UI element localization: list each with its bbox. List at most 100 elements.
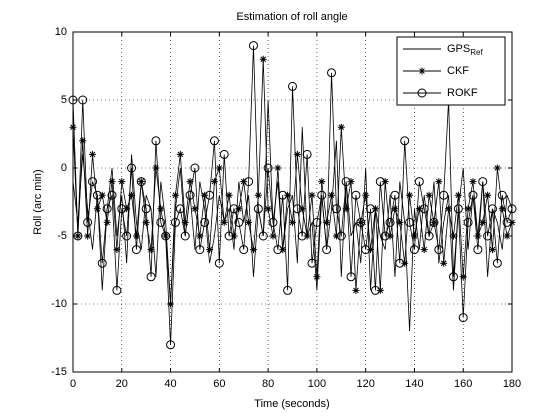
circle-marker [117, 204, 127, 214]
asterisk-marker [293, 150, 301, 158]
circle-marker [327, 68, 337, 78]
asterisk-marker [484, 191, 492, 199]
circle-marker [175, 204, 185, 214]
circle-marker [200, 217, 210, 227]
asterisk-marker [313, 273, 321, 281]
asterisk-marker [152, 164, 160, 172]
circle-marker [278, 190, 288, 200]
asterisk-marker [303, 232, 311, 240]
chart-title: Estimation of roll angle [236, 11, 347, 23]
asterisk-marker [323, 218, 331, 226]
circle-marker [161, 231, 171, 241]
series-line [72, 99, 513, 332]
y-tick-label: -10 [51, 298, 67, 310]
asterisk-marker [79, 137, 87, 145]
asterisk-marker [328, 191, 336, 199]
circle-marker [83, 217, 93, 227]
circle-marker [205, 190, 215, 200]
asterisk-marker [220, 218, 228, 226]
asterisk-marker [128, 191, 136, 199]
x-tick-label: 60 [213, 378, 225, 390]
asterisk-marker [206, 246, 214, 254]
circle-marker [424, 231, 434, 241]
circle-marker [170, 217, 180, 227]
asterisk-marker [118, 178, 126, 186]
asterisk-marker [249, 246, 257, 254]
circle-marker [395, 258, 405, 268]
asterisk-marker [98, 191, 106, 199]
y-tick-label: -5 [57, 230, 67, 242]
circle-marker [146, 272, 156, 282]
asterisk-marker [449, 232, 457, 240]
circle-marker [390, 190, 400, 200]
circle-marker [434, 245, 444, 255]
circle-marker [214, 258, 224, 268]
asterisk-marker [103, 218, 111, 226]
asterisk-marker [454, 191, 462, 199]
x-tick-label: 80 [262, 378, 274, 390]
circle-marker [483, 231, 493, 241]
asterisk-marker [210, 178, 218, 186]
circle-marker [370, 285, 380, 295]
asterisk-marker [191, 205, 199, 213]
circle-marker [317, 190, 327, 200]
circle-marker [492, 258, 502, 268]
asterisk-marker [254, 191, 262, 199]
circle-marker [341, 177, 351, 187]
asterisk-marker [376, 286, 384, 294]
asterisk-marker [396, 218, 404, 226]
circle-marker [385, 217, 395, 227]
asterisk-marker [142, 218, 150, 226]
asterisk-marker [89, 150, 97, 158]
x-tick-label: 100 [308, 378, 326, 390]
circle-marker [366, 204, 376, 214]
circle-marker [224, 231, 234, 241]
legend-label: CKF [447, 65, 469, 77]
circle-marker [453, 204, 463, 214]
circle-marker [497, 190, 507, 200]
circle-marker [244, 177, 254, 187]
circle-marker [107, 190, 117, 200]
asterisk-marker [298, 205, 306, 213]
legend-label-sub: Ref [470, 48, 483, 57]
circle-marker [288, 81, 297, 91]
asterisk-marker [235, 205, 243, 213]
asterisk-marker [132, 232, 140, 240]
asterisk-marker [415, 205, 423, 213]
circle-marker [253, 204, 263, 214]
circle-marker [151, 136, 161, 146]
circle-marker [263, 163, 273, 173]
circle-marker [292, 204, 302, 214]
circle-marker [307, 258, 317, 268]
legend-label: ROKF [447, 87, 478, 99]
asterisk-marker [147, 246, 155, 254]
circle-marker [429, 217, 439, 227]
asterisk-marker [269, 232, 277, 240]
asterisk-marker [445, 205, 453, 213]
asterisk-marker [493, 164, 501, 172]
asterisk-marker [459, 273, 467, 281]
asterisk-marker [264, 205, 272, 213]
circle-marker [351, 190, 361, 200]
circle-marker [268, 217, 278, 227]
legend-label: GPSRef [447, 43, 483, 57]
circle-marker [166, 340, 176, 350]
circle-marker [97, 258, 107, 268]
asterisk-marker [347, 178, 355, 186]
x-axis-label: Time (seconds) [254, 398, 329, 410]
asterisk-marker [245, 218, 253, 226]
circle-marker [73, 231, 83, 241]
circle-marker [361, 245, 371, 255]
y-axis-label: Roll (arc min) [32, 169, 44, 234]
asterisk-marker [401, 259, 409, 267]
circle-marker [185, 190, 195, 200]
x-tick-label: 160 [454, 378, 472, 390]
x-tick-label: 180 [503, 378, 521, 390]
asterisk-marker [157, 205, 165, 213]
asterisk-marker [352, 286, 360, 294]
legend-label-main: CKF [447, 65, 469, 77]
asterisk-marker [196, 232, 204, 240]
asterisk-marker [284, 191, 292, 199]
y-tick-label: 10 [55, 26, 67, 38]
asterisk-marker [406, 191, 414, 199]
